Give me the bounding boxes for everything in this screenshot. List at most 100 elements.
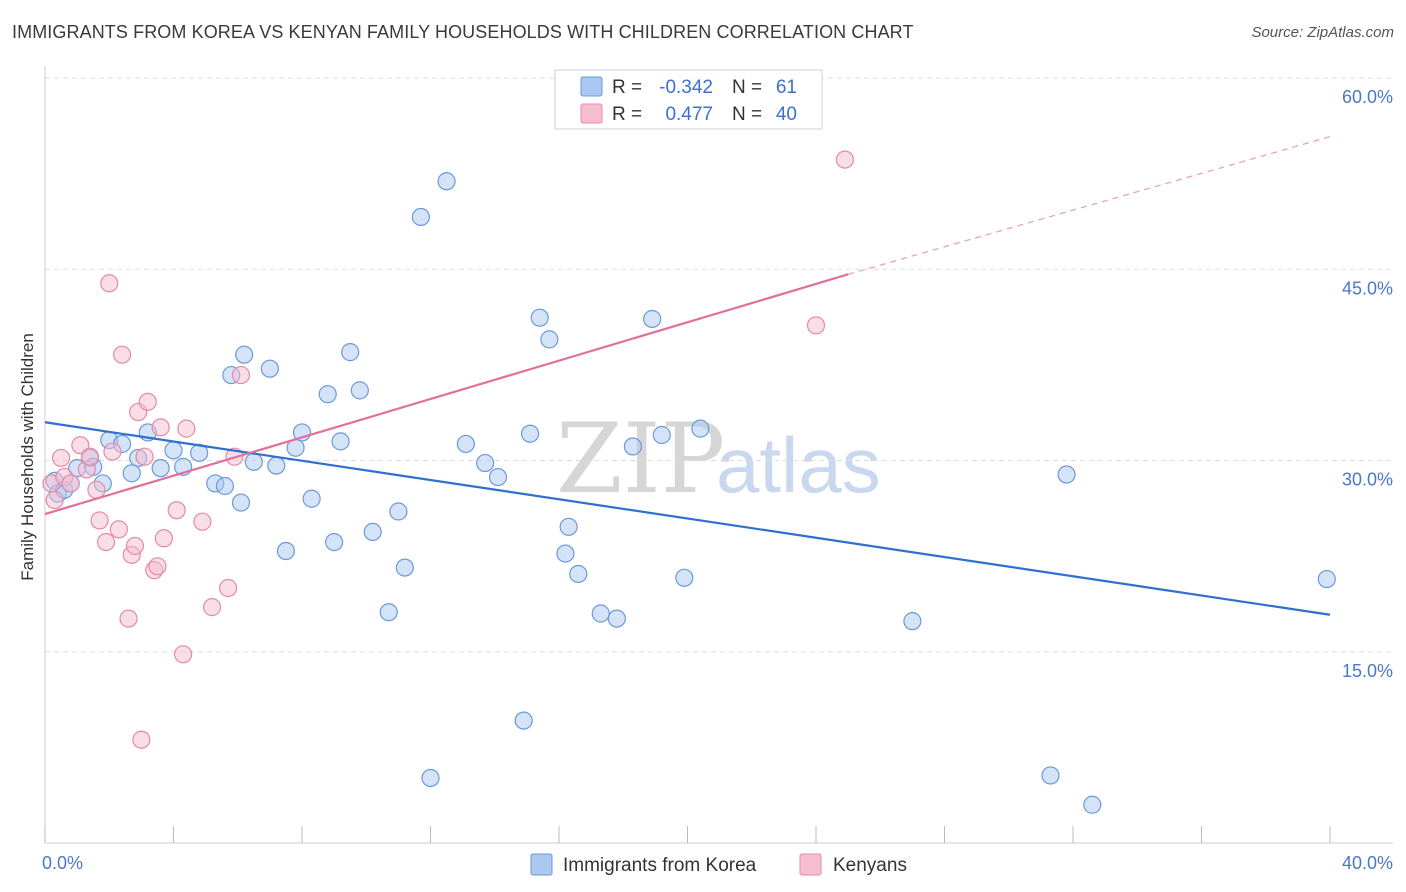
korea-point-51: [591, 604, 610, 623]
korea-point-54: [643, 309, 662, 329]
korea-point-18: [215, 476, 234, 496]
legend-n-value-2: 40: [776, 104, 797, 125]
kenya-point-20: [135, 447, 154, 466]
korea-point-36: [389, 502, 408, 521]
legend-r-label-1: R =: [612, 77, 642, 98]
korea-point-10: [122, 464, 141, 483]
gridlines: [45, 77, 1393, 653]
korea-point-39: [421, 768, 440, 788]
korea-point-41: [456, 434, 475, 454]
kenya-point-10: [96, 532, 116, 552]
kenya-trendline-extension: [847, 136, 1331, 275]
kenya-point-31: [219, 578, 238, 598]
korea-point-46: [530, 308, 549, 327]
kenya-point-1: [45, 490, 64, 510]
x-tick-label-1: 40.0%: [1342, 853, 1393, 873]
korea-point-32: [341, 343, 360, 362]
korea-point-45: [520, 424, 540, 443]
korea-point-62: [1317, 569, 1336, 589]
chart-title: IMMIGRANTS FROM KOREA VS KENYAN FAMILY H…: [12, 22, 914, 42]
x-tick-labels: 0.0% 40.0%: [42, 853, 1393, 873]
korea-trendline: [44, 421, 1331, 616]
korea-point-53: [623, 437, 642, 456]
legend-n-label-2: N =: [732, 104, 762, 125]
source-label: Source: ZipAtlas.com: [1251, 24, 1394, 41]
korea-point-40: [437, 172, 456, 191]
korea-point-24: [267, 456, 286, 475]
kenya-point-13: [109, 520, 128, 539]
korea-point-50: [569, 564, 588, 584]
korea-point-55: [652, 425, 671, 445]
kenya-point-15: [119, 609, 138, 628]
kenya-point-34: [806, 316, 826, 335]
korea-point-34: [363, 522, 382, 542]
kenya-point-9: [90, 511, 109, 530]
y-axis-label: Family Households with Children: [18, 333, 37, 581]
kenya-point-14: [112, 345, 132, 364]
y-tick-label-0: 15.0%: [1342, 661, 1393, 681]
legend-r-value-2: 0.477: [665, 104, 713, 125]
kenya-point-24: [151, 418, 170, 437]
kenya-points: [42, 150, 855, 749]
kenya-point-25: [154, 529, 173, 548]
kenya-point-8: [87, 480, 106, 499]
korea-point-28: [302, 489, 321, 508]
korea-point-31: [331, 432, 350, 451]
korea-point-42: [476, 453, 495, 473]
bottom-legend-swatch-korea: [530, 853, 553, 876]
korea-point-43: [488, 467, 508, 487]
korea-point-52: [607, 609, 626, 628]
korea-point-47: [540, 330, 559, 349]
korea-point-30: [325, 532, 344, 552]
kenya-point-2: [51, 448, 71, 468]
kenya-trendline: [44, 273, 849, 516]
kenya-point-27: [174, 645, 193, 664]
bottom-legend-kenya: Kenyans: [833, 855, 907, 876]
y-tick-label-3: 60.0%: [1342, 87, 1393, 107]
legend-r-value-1: -0.342: [659, 77, 713, 98]
korea-point-44: [514, 711, 533, 730]
kenya-point-29: [193, 512, 212, 531]
korea-point-61: [1083, 795, 1102, 814]
korea-point-23: [260, 359, 279, 378]
korea-point-37: [395, 558, 414, 577]
kenya-point-19: [132, 730, 151, 749]
korea-point-25: [276, 541, 296, 561]
korea-point-49: [559, 517, 578, 536]
korea-point-35: [379, 603, 398, 622]
kenya-point-30: [202, 598, 222, 617]
y-tick-labels: 15.0% 30.0% 45.0% 60.0%: [1342, 87, 1393, 681]
kenya-point-17: [125, 536, 145, 556]
korea-point-56: [675, 568, 694, 587]
stats-legend: R = -0.342 N = 61 R = 0.477 N = 40: [554, 69, 823, 130]
korea-point-38: [411, 207, 430, 227]
kenya-point-33: [231, 365, 251, 385]
kenya-point-7: [80, 447, 100, 466]
legend-swatch-kenya: [580, 103, 603, 124]
legend-swatch-korea: [580, 76, 603, 97]
korea-point-13: [151, 459, 170, 478]
kenya-point-21: [138, 392, 157, 411]
kenya-point-26: [167, 501, 186, 520]
y-tick-label-1: 30.0%: [1342, 470, 1393, 490]
x-tick-label-0: 0.0%: [42, 853, 83, 873]
korea-point-57: [691, 419, 710, 438]
korea-point-20: [231, 493, 251, 512]
kenya-point-4: [61, 474, 80, 493]
korea-point-58: [903, 612, 922, 631]
korea-point-29: [318, 385, 337, 404]
watermark-atlas: atlas: [716, 421, 881, 509]
legend-n-label-1: N =: [732, 77, 762, 98]
legend-n-value-1: 61: [776, 77, 797, 98]
korea-point-60: [1057, 465, 1076, 484]
bottom-legend-swatch-kenya: [799, 853, 822, 876]
kenya-point-12: [103, 442, 122, 461]
korea-point-22: [244, 452, 263, 471]
legend-r-label-2: R =: [612, 104, 642, 125]
kenya-point-28: [177, 419, 196, 438]
kenya-point-11: [100, 274, 119, 293]
korea-point-33: [350, 381, 369, 400]
korea-point-59: [1041, 766, 1060, 785]
kenya-point-35: [835, 150, 855, 169]
